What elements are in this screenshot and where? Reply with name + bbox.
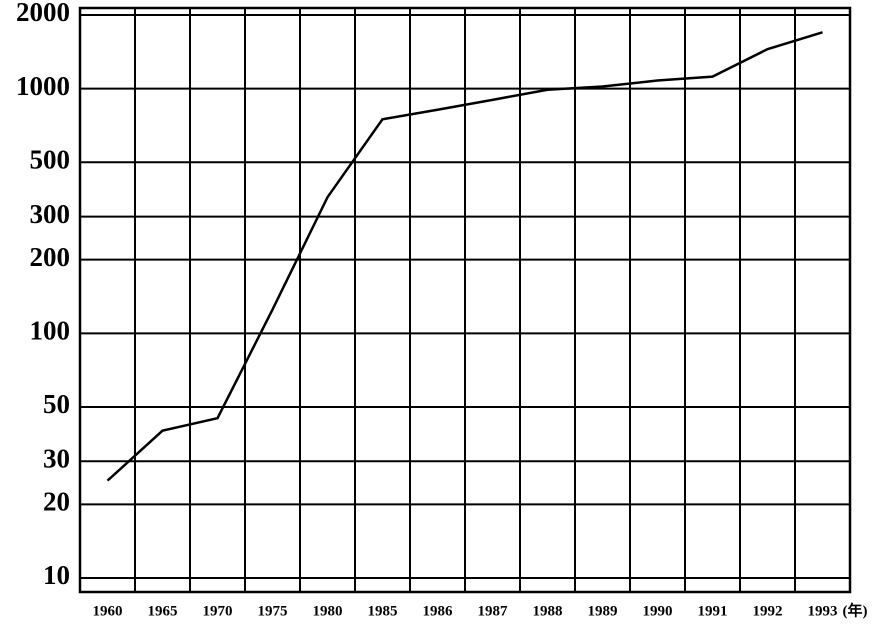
- y-tick-label: 10: [43, 560, 70, 590]
- y-tick-label: 2000: [16, 0, 70, 27]
- y-tick-label: 50: [43, 389, 70, 419]
- x-tick-label: 1970: [203, 603, 233, 619]
- x-tick-label: 1980: [313, 603, 343, 619]
- y-tick-label: 500: [30, 145, 71, 175]
- x-axis-label: (年): [843, 601, 868, 619]
- x-tick-label: 1990: [643, 603, 673, 619]
- x-tick-label: 1975: [258, 603, 288, 619]
- y-tick-label: 30: [43, 443, 70, 473]
- x-tick-label: 1991: [698, 603, 728, 619]
- y-tick-label: 100: [30, 316, 71, 346]
- data-line: [106, 31, 823, 482]
- x-tick-label: 1989: [588, 603, 618, 619]
- y-tick-label: 200: [30, 242, 71, 272]
- y-tick-label: 300: [30, 199, 71, 229]
- x-tick-label: 1965: [148, 603, 178, 619]
- x-tick-label: 1988: [533, 603, 563, 619]
- x-tick-label: 1992: [753, 603, 783, 619]
- y-tick-label: 20: [43, 487, 70, 517]
- y-tick-label: 1000: [16, 71, 70, 101]
- x-tick-label: 1985: [368, 603, 398, 619]
- x-tick-label: 1987: [478, 603, 509, 619]
- x-tick-label: 1986: [423, 603, 454, 619]
- x-tick-label: 1960: [93, 603, 123, 619]
- x-tick-label: 1993: [808, 603, 838, 619]
